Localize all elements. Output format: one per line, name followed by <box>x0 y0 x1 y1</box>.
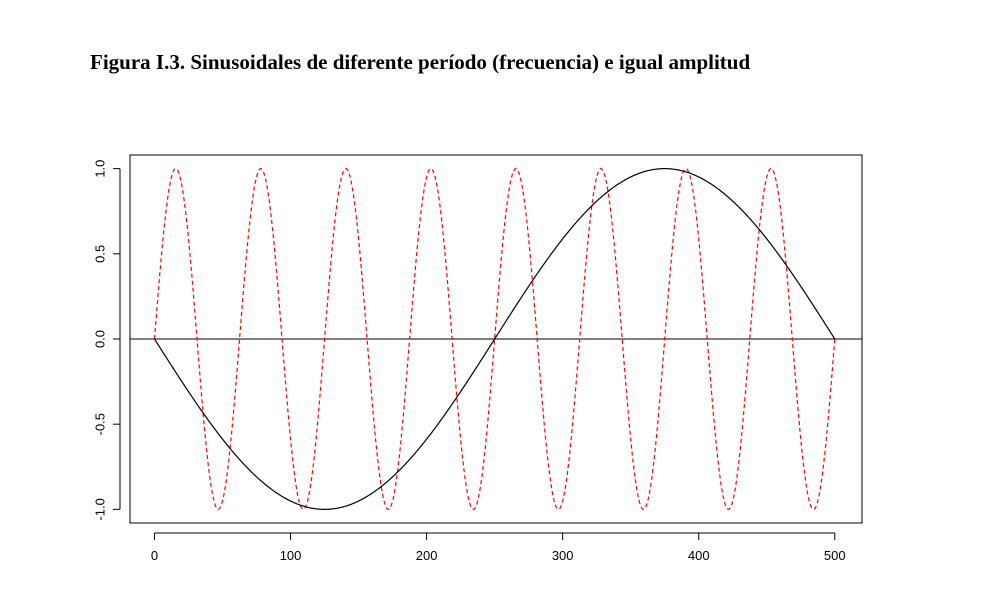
series-line-long-period <box>153 168 836 510</box>
figure-title: Figura I.3. Sinusoidales de diferente pe… <box>90 50 751 74</box>
axes: 0 100 200 300 400 500 -1.0 -0.5 0.0 0.5 1.0 <box>92 160 845 563</box>
y-tick-label: -1.0 <box>92 498 107 520</box>
y-tick-label: 1.0 <box>92 160 107 178</box>
series-layer <box>153 168 836 510</box>
x-tick-label: 400 <box>688 548 710 563</box>
x-tick-label: 200 <box>416 548 438 563</box>
y-tick-label: -0.5 <box>92 413 107 435</box>
y-tick-label: 0.0 <box>92 330 107 348</box>
y-tick-label: 0.5 <box>92 245 107 263</box>
x-tick-label: 0 <box>151 548 158 563</box>
x-tick-label: 300 <box>552 548 574 563</box>
x-tick-label: 100 <box>280 548 302 563</box>
x-tick-label: 500 <box>824 548 846 563</box>
